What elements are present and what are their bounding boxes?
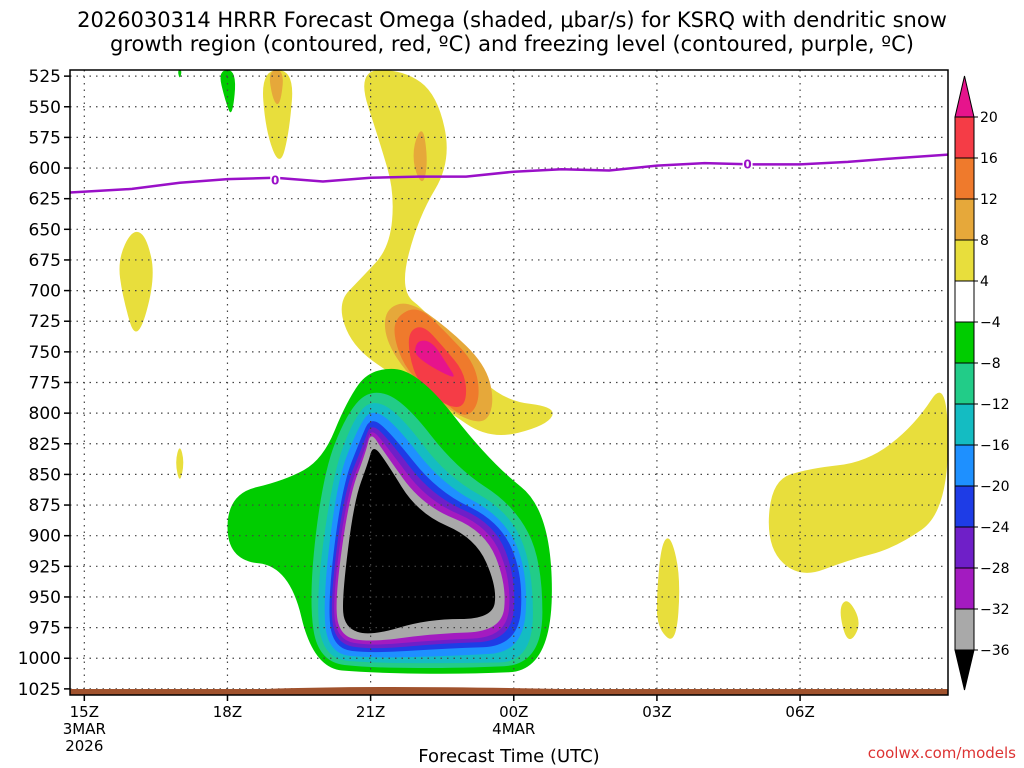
y-tick-label-550: 550 xyxy=(29,98,61,118)
ground-strip xyxy=(70,689,948,695)
colorbar-label-6: −8 xyxy=(980,356,1001,372)
ground-bump xyxy=(265,687,562,689)
omega-region-positive-4-0 xyxy=(119,231,153,332)
colorbar-label-1: 16 xyxy=(980,151,998,167)
colorbar-swatch-7 xyxy=(954,403,975,446)
colorbar: 20 16 12 8 4 −4 −8 −12 −16 −20 −24 −28 −32 −36 xyxy=(954,75,1010,691)
x-tick-label-21Z: 21Z xyxy=(356,703,385,721)
omega-region-positive-8-5 xyxy=(413,131,427,182)
y-tick-label-950: 950 xyxy=(29,588,61,608)
omega-region-positive-4-2 xyxy=(262,70,293,159)
x-tick-label-00Z: 00Z xyxy=(499,703,528,721)
chart-title: 2026030314 HRRR Forecast Omega (shaded, … xyxy=(0,8,1024,56)
y-tick-label-625: 625 xyxy=(29,190,61,210)
y-tick-label-875: 875 xyxy=(29,496,61,516)
x-tick-label-03Z: 03Z xyxy=(642,703,671,721)
y-axis-ticks: 525 550 575 600 625 650 675 700 725 750 775 800 825 8… xyxy=(18,67,70,700)
y-tick-label-675: 675 xyxy=(29,251,61,271)
omega-region-negative-4-0 xyxy=(178,70,182,78)
colorbar-swatch-9 xyxy=(954,485,975,528)
omega-region-positive-4-11 xyxy=(768,392,948,573)
freezing-level-label-0: 0 xyxy=(271,173,279,187)
y-tick-label-975: 975 xyxy=(29,619,61,639)
colorbar-label-9: −20 xyxy=(980,479,1010,495)
omega-region-negative-4-1 xyxy=(220,70,236,113)
colorbar-label-8: −16 xyxy=(980,438,1010,454)
y-tick-label-800: 800 xyxy=(29,404,61,424)
colorbar-label-0: 20 xyxy=(980,110,998,126)
x-tick-sublabel-00Z-0: 4MAR xyxy=(492,720,535,738)
watermark: coolwx.com/models xyxy=(867,744,1016,762)
chart-title-line-2: growth region (contoured, red, ºC) and f… xyxy=(110,32,914,56)
colorbar-swatch-8 xyxy=(954,444,975,487)
colorbar-swatch-2 xyxy=(954,198,975,241)
omega-region-positive-4-1 xyxy=(176,448,184,479)
omega-region-positive-8-3 xyxy=(269,70,283,105)
omega-region-positive-4-10 xyxy=(656,538,680,639)
y-tick-label-525: 525 xyxy=(29,67,61,87)
y-tick-label-750: 750 xyxy=(29,343,61,363)
omega-region-positive-4-12 xyxy=(840,601,859,640)
omega-shading xyxy=(119,70,948,674)
colorbar-swatch-12 xyxy=(954,608,975,651)
colorbar-swatch-4 xyxy=(954,280,975,323)
colorbar-swatch-0 xyxy=(954,116,975,159)
colorbar-label-3: 8 xyxy=(980,233,989,249)
y-tick-label-1000: 1000 xyxy=(18,649,61,669)
colorbar-swatch-6 xyxy=(954,362,975,405)
freezing-label-bg-1 xyxy=(742,157,753,171)
y-tick-label-925: 925 xyxy=(29,557,61,577)
y-tick-label-725: 725 xyxy=(29,312,61,332)
colorbar-label-13: −36 xyxy=(980,643,1010,659)
colorbar-label-10: −24 xyxy=(980,520,1010,536)
x-tick-sublabel-15Z-0: 3MAR xyxy=(63,720,106,738)
colorbar-label-12: −32 xyxy=(980,602,1010,618)
y-tick-label-900: 900 xyxy=(29,527,61,547)
colorbar-label-5: −4 xyxy=(980,315,1001,331)
colorbar-swatch-5 xyxy=(954,321,975,364)
grid-lines xyxy=(70,70,948,695)
omega-region-negative-36-10 xyxy=(343,448,496,634)
colorbar-swatch-3 xyxy=(954,239,975,282)
colorbar-label-2: 12 xyxy=(980,192,998,208)
colorbar-label-11: −28 xyxy=(980,561,1010,577)
x-axis-label: Forecast Time (UTC) xyxy=(418,746,600,767)
colorbar-label-4: 4 xyxy=(980,274,989,290)
colorbar-label-7: −12 xyxy=(980,397,1010,413)
y-tick-label-600: 600 xyxy=(29,159,61,179)
y-tick-label-1025: 1025 xyxy=(18,680,61,700)
colorbar-under-triangle xyxy=(954,649,975,691)
x-tick-label-18Z: 18Z xyxy=(213,703,242,721)
y-tick-label-775: 775 xyxy=(29,374,61,394)
x-tick-sublabel-15Z-1: 2026 xyxy=(65,737,103,755)
freezing-level-line xyxy=(70,153,948,194)
chart-title-line-1: 2026030314 HRRR Forecast Omega (shaded, … xyxy=(77,8,947,32)
y-tick-label-825: 825 xyxy=(29,435,61,455)
freezing-label-bg-0 xyxy=(270,173,281,187)
omega-region-positive-20-9 xyxy=(415,340,454,377)
colorbar-swatch-10 xyxy=(954,526,975,569)
freezing-level-contour: 00 xyxy=(70,153,948,194)
colorbar-over-triangle xyxy=(954,75,975,118)
x-tick-label-15Z: 15Z xyxy=(70,703,99,721)
y-tick-label-700: 700 xyxy=(29,282,61,302)
y-tick-label-650: 650 xyxy=(29,220,61,240)
y-tick-label-575: 575 xyxy=(29,128,61,148)
freezing-level-label-1: 0 xyxy=(743,157,751,171)
y-tick-label-850: 850 xyxy=(29,465,61,485)
ground-surface xyxy=(70,687,948,695)
colorbar-swatch-1 xyxy=(954,157,975,200)
colorbar-swatch-11 xyxy=(954,567,975,610)
x-tick-label-06Z: 06Z xyxy=(785,703,814,721)
